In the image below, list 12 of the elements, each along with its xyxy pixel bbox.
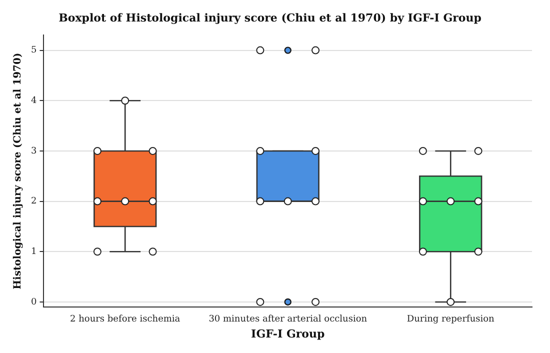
y-tick-label: 2: [30, 196, 37, 207]
x-tick-label: During reperfusion: [406, 314, 495, 325]
x-tick-label: 2 hours before ischemia: [70, 314, 181, 325]
y-tick-label: 1: [30, 246, 37, 257]
chart-title: Boxplot of Histological injury score (Chiu et al 1970) by IGF-I Group: [58, 11, 482, 24]
y-tick-label: 4: [30, 96, 37, 106]
x-tick-label: 30 minutes after arterial occlusion: [208, 314, 368, 325]
x-axis-title: IGF-I Group: [251, 327, 325, 340]
y-tick-label: 0: [30, 297, 37, 308]
y-axis-title: Histological injury score (Chiu et al 1970): [12, 52, 24, 290]
y-tick-label: 5: [30, 46, 37, 56]
y-tick-label: 3: [30, 146, 37, 156]
